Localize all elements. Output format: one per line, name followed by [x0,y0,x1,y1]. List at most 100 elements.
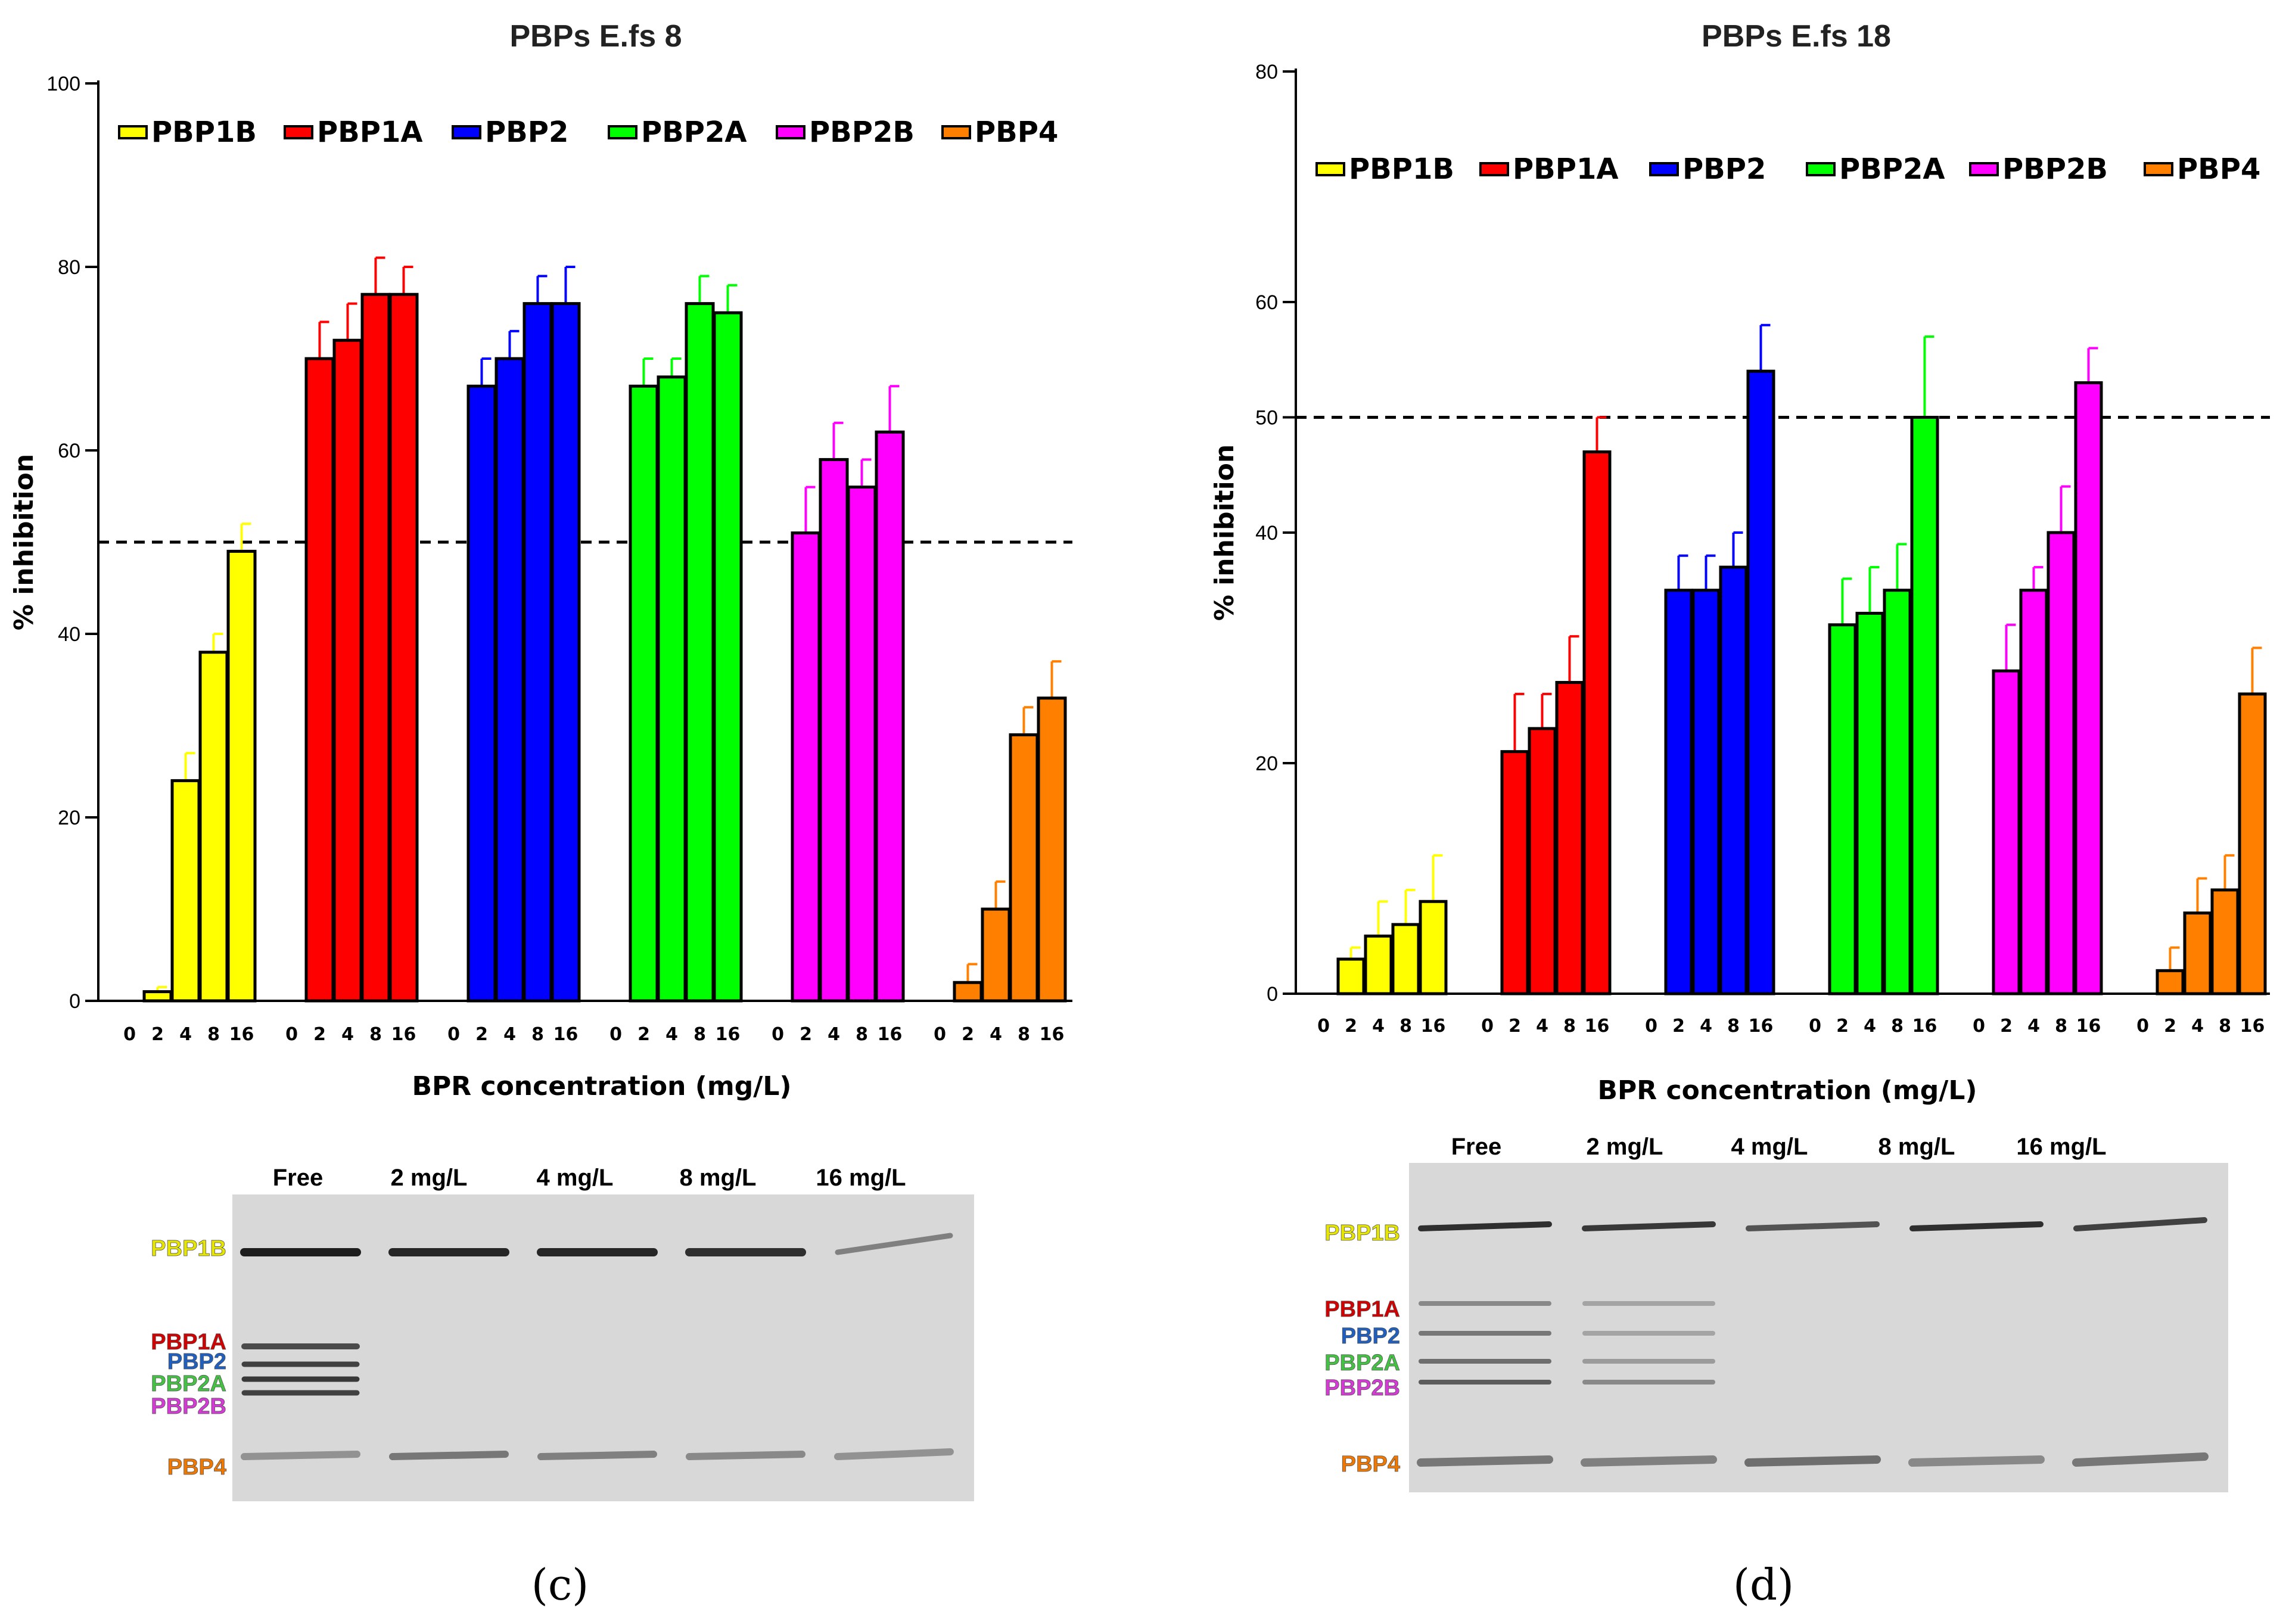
bar [1336,957,1366,995]
x-tick-label: 4 [503,1024,516,1045]
y-tick-label: 100 [46,73,80,95]
legend-label: PBP2B [2002,153,2108,186]
gel-lane-label: Free [1451,1134,1502,1160]
bar [226,549,257,1003]
bar [2074,381,2103,995]
bar [1719,565,1748,995]
panel-label-d: (d) [1733,1560,1794,1610]
x-tick-label: 8 [2219,1016,2231,1037]
gel-band-label: PBP2A [151,1371,226,1396]
legend-swatch [1649,162,1679,176]
bar [847,486,877,1003]
legend-swatch [2144,162,2173,176]
bar [1828,623,1857,995]
bar [713,311,743,1003]
gel-lane-label: 2 mg/L [1587,1134,1663,1160]
x-tick-label: 0 [772,1024,784,1045]
legend-label: PBP4 [2177,153,2260,186]
bar [2046,531,2076,995]
x-tick-label: 0 [1645,1016,1657,1037]
bar [629,384,659,1003]
bar [2210,888,2240,995]
bar [1419,900,1448,995]
gel-panel-d: Free 2 mg/L 4 mg/L 8 mg/L 16 mg/LPBP1BPBP1AP… [1324,1134,2228,1492]
gel-band-label: PBP2A [1324,1351,1400,1376]
gel-band [241,1451,360,1460]
bar [466,384,497,1003]
bar [1883,589,1912,995]
gel-band [835,1233,953,1255]
bar [953,981,983,1003]
bar [1500,750,1529,995]
bar [875,430,905,1003]
bar [1391,923,1420,995]
gel-band [389,1451,509,1460]
x-tick-label: 0 [1317,1016,1330,1037]
x-tick-label: 4 [179,1024,192,1045]
legend-swatch [1315,162,1345,176]
gel-band-label: PBP1A [151,1330,226,1355]
x-tick-label: 8 [856,1024,868,1045]
gel-band [834,1448,954,1460]
bar [388,293,419,1003]
gel-lane-label: 4 mg/L [537,1165,614,1191]
x-tick-label: 8 [1727,1016,1740,1037]
x-tick-label: 16 [1421,1016,1446,1037]
gel-lane-label: 2 mg/L [391,1165,468,1191]
bar [360,293,391,1003]
gel-band [2073,1217,2207,1231]
gel-band-label: PBP4 [1341,1452,1400,1477]
bar [170,779,201,1003]
x-tick-label: 0 [1809,1016,1821,1037]
gel-band [1744,1455,1881,1467]
x-tick-label: 2 [1509,1016,1521,1037]
bar [494,357,525,1003]
y-axis-title: % inhibition [9,454,39,630]
x-tick-label: 0 [609,1024,622,1045]
x-tick-label: 4 [2027,1016,2040,1037]
x-tick-label: 2 [2164,1016,2176,1037]
bar [198,651,229,1003]
gel-band [1909,1221,2044,1231]
x-axis-title: BPR concentration (mg/L) [1598,1075,1977,1106]
legend-swatch [452,125,481,139]
legend-label: PBP1A [317,116,423,149]
x-tick-label: 2 [800,1024,812,1045]
bar [791,531,821,1003]
chart-title: PBPs E.fs 18 [1702,19,1891,54]
x-tick-label: 4 [341,1024,354,1045]
x-tick-label: 4 [1700,1016,1712,1037]
gel-band [1417,1455,1553,1467]
gel-band-label: PBP1B [151,1236,226,1261]
y-tick-label: 0 [69,990,80,1013]
gel-band-label: PBP1B [1324,1221,1400,1246]
legend-label: PBP2B [809,116,915,149]
bar [1746,369,1775,995]
y-tick-label: 80 [58,256,80,279]
x-tick-label: 2 [475,1024,488,1045]
x-tick-label: 4 [828,1024,840,1045]
legend-label: PBP2 [485,116,568,149]
legend-swatch [118,125,148,139]
gel-band [686,1451,805,1460]
legend-swatch [941,125,971,139]
gel-band-label: PBP2 [1341,1324,1400,1349]
legend-label: PBP1A [1513,153,1619,186]
x-tick-label: 8 [531,1024,544,1045]
bar [685,302,715,1003]
bar [981,907,1011,1003]
x-tick-label: 16 [2076,1016,2101,1037]
legend-label: PBP1B [151,116,257,149]
gel-lane-label: 16 mg/L [816,1165,906,1191]
x-tick-label: 16 [391,1024,416,1045]
panel-label-c: (c) [531,1560,589,1610]
bar [1910,416,1939,995]
x-tick-label: 8 [1018,1024,1030,1045]
x-tick-label: 8 [1563,1016,1576,1037]
x-tick-label: 16 [716,1024,741,1045]
gel-band-label: PBP2B [1324,1376,1400,1401]
gel-lane-label: 8 mg/L [680,1165,757,1191]
